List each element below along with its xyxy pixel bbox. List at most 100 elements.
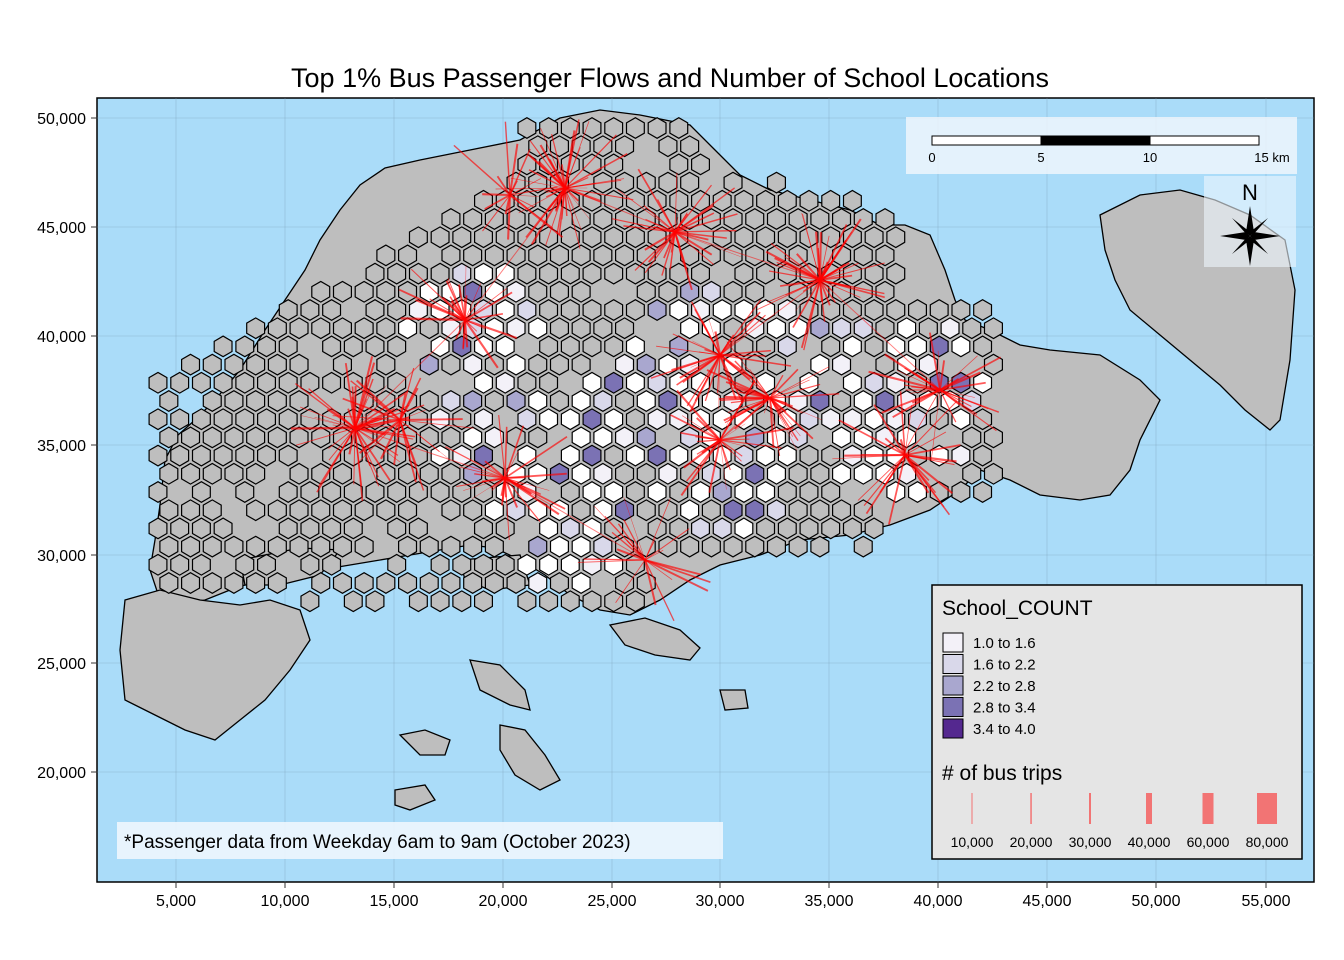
hexagon-cell [202,535,222,558]
flow-line [674,172,678,233]
flow-line [904,444,961,456]
y-tick-label: 30,000 [37,548,86,565]
hexagon-cell [766,208,787,230]
scale-segment-3 [1149,135,1260,146]
hexagon-cell [235,371,255,394]
hexagon-cell [680,499,700,522]
hexagon-cell [452,590,472,613]
hexagon-cell [332,499,352,522]
hexagon-cell [582,335,602,358]
hexagon-cell [484,390,504,412]
hexagon-cell [614,572,635,594]
hexagon-cell [463,499,483,522]
hexagon-cell [614,390,635,412]
flow-connector [719,279,821,356]
legend-fill-swatch [942,697,964,717]
hexagon-cell [387,299,407,321]
hexagon-cell [604,553,624,576]
hexagon-cell [604,371,624,394]
hexagon-cell [148,481,168,503]
hexagon-cell [593,499,613,522]
x-tick-label: 25,000 [588,893,637,910]
hexagon-cell [766,171,787,194]
hexagon-cell [474,590,493,613]
hexagon-cell [148,517,168,540]
flow-line [719,311,761,356]
caption: *Passenger data from Weekday 6am to 9am … [117,822,723,859]
flow-line [399,387,419,421]
flow-line [818,279,824,302]
flow-line [749,369,771,399]
hexagon-cell [289,462,309,485]
hexagon-cell [929,335,949,358]
flow-line [679,354,721,379]
map-title: Top 1% Bus Passenger Flows and Number of… [291,63,1049,93]
flow-line [708,318,721,356]
flow-line [354,427,364,502]
hexagon-cell [593,135,613,158]
flow-line [670,414,721,441]
hexagon-cell [560,226,580,249]
hexagon-cell [821,517,841,540]
hexagon-cell [777,335,797,358]
hexagon-cell [571,280,591,303]
legend-line-swatch [1146,793,1152,824]
ne-arrow-needle [1250,218,1268,236]
hexagon-cell [430,335,450,358]
hexagon-cell [853,462,873,485]
flow-line [504,477,525,485]
legend-line-swatch [1257,793,1277,824]
flow-connector [719,354,771,399]
hexagon-cell [441,353,461,376]
hexagon-cell [680,426,700,449]
hexagon-cell [875,244,895,267]
flow-line [556,187,566,235]
north-arrow: N [1204,176,1296,267]
hexagon-cell [549,353,570,376]
hexagon-cell [658,171,678,194]
flow-line [617,189,676,233]
flow-line [555,187,566,211]
x-tick-label: 55,000 [1242,893,1291,910]
flow-line [644,537,656,561]
hexagon-cell [571,462,591,485]
hexagon-cell [398,499,418,522]
flow-line [939,389,1000,413]
hexagon-cell [213,408,233,431]
flow-line [504,477,560,516]
hexagon-cell [723,244,743,267]
hexagon-cell [278,517,298,540]
hexagon-cell [322,481,342,503]
southern-island-2 [499,724,561,791]
hexagon-cell [246,353,266,376]
hexagon-cell [593,317,613,340]
legend-fill-label: 2.8 to 3.4 [973,700,1036,717]
hexagon-cell [311,535,331,558]
hexagon-cell [181,462,201,485]
hexagon-cell [756,189,776,212]
flow-line [528,169,566,189]
flow-line [719,379,756,441]
hexagon-cell [604,517,624,540]
flow-line [399,409,427,421]
hexagon-cell [300,553,320,576]
flow-line [769,379,810,399]
legend-fill-swatch [942,654,964,674]
flow-line [701,320,721,356]
hexagon-cell [202,572,222,594]
x-tick-label: 15,000 [370,893,419,910]
hexagon-cell [853,208,873,230]
flow-line [300,415,356,429]
flow-line [768,270,821,281]
flow-line [819,235,830,281]
hexagon-cell [907,481,928,503]
hexagon-cell [322,553,342,576]
flow-line [617,523,646,561]
hexagon-cell [831,317,852,340]
flow-line [719,314,766,356]
flow-line [328,427,356,461]
flow-line [564,153,628,189]
hexagon-cell [148,408,168,431]
hexagon-cell [723,462,743,485]
hexagon-cell [560,262,580,285]
